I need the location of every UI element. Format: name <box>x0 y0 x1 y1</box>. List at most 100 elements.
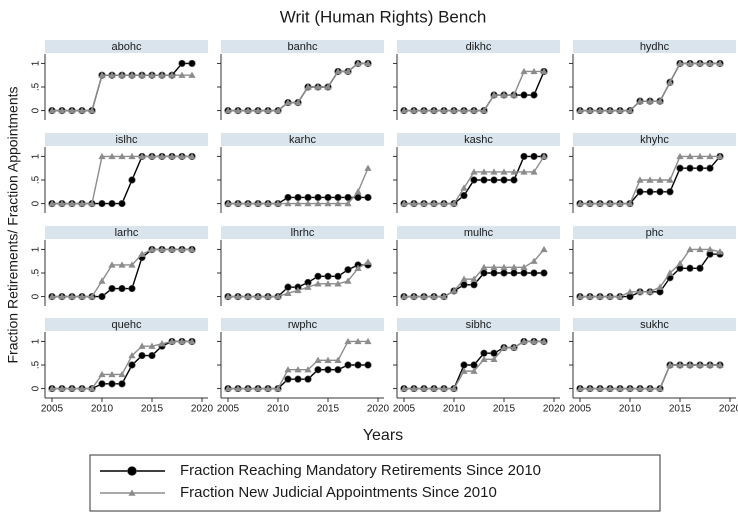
marker-triangle <box>148 152 156 160</box>
marker-circle <box>314 366 322 374</box>
marker-triangle <box>440 199 448 207</box>
panel-title: islhc <box>115 134 138 146</box>
marker-triangle <box>314 83 322 90</box>
marker-triangle <box>88 384 96 392</box>
marker-triangle <box>314 199 322 207</box>
marker-circle <box>138 351 146 360</box>
panel-title: sukhc <box>640 319 669 331</box>
chart-title: Writ (Human Rights) Bench <box>280 7 487 26</box>
marker-circle <box>520 269 528 277</box>
marker-triangle <box>284 289 292 296</box>
x-tick-label: 2010 <box>267 404 290 415</box>
marker-circle <box>314 193 322 202</box>
marker-triangle <box>666 361 674 368</box>
y-tick-label: 0 <box>31 385 42 391</box>
marker-triangle <box>108 370 116 378</box>
marker-triangle <box>716 361 724 368</box>
marker-triangle <box>48 292 56 300</box>
marker-circle <box>470 281 478 289</box>
marker-circle <box>98 199 106 208</box>
marker-triangle <box>520 337 528 345</box>
marker-triangle <box>168 152 176 160</box>
marker-triangle <box>540 337 548 345</box>
legend-label: Fraction Reaching Mandatory Retirements … <box>180 462 541 479</box>
marker-triangle <box>520 168 528 175</box>
marker-triangle <box>354 188 362 195</box>
marker-triangle <box>168 337 176 345</box>
marker-triangle <box>500 168 508 175</box>
marker-triangle <box>666 269 674 276</box>
panel: quehc 0 .5 1 2005 2010 2015 2020 <box>31 318 214 415</box>
marker-circle <box>127 466 137 476</box>
marker-triangle <box>188 245 196 253</box>
panel-strip <box>45 133 208 146</box>
x-tick-label: 2020 <box>719 404 738 415</box>
panel: khyhc <box>569 133 736 213</box>
y-tick-label: 1 <box>31 153 42 159</box>
panel-title: khyhc <box>640 134 669 146</box>
marker-triangle <box>480 355 488 363</box>
marker-triangle <box>324 280 332 287</box>
marker-triangle <box>410 384 418 392</box>
y-tick-label: .5 <box>31 175 42 184</box>
marker-triangle <box>244 292 252 300</box>
marker-triangle <box>586 106 594 114</box>
marker-triangle <box>68 384 76 392</box>
marker-triangle <box>490 168 498 175</box>
marker-triangle <box>480 168 488 175</box>
panel-strip <box>221 318 384 331</box>
marker-triangle <box>68 199 76 207</box>
marker-triangle <box>168 71 176 78</box>
marker-triangle <box>480 106 488 114</box>
marker-triangle <box>540 245 548 253</box>
marker-triangle <box>234 199 242 207</box>
x-tick-label: 2015 <box>493 404 516 415</box>
y-tick-label: 1 <box>31 60 42 66</box>
panel: mulhc <box>393 226 560 306</box>
marker-circle <box>304 193 312 202</box>
marker-triangle <box>304 83 312 90</box>
marker-circle <box>324 193 332 202</box>
x-tick-label: 2015 <box>141 404 164 415</box>
marker-triangle <box>586 384 594 392</box>
marker-circle <box>304 375 312 383</box>
marker-circle <box>470 361 478 369</box>
marker-triangle <box>178 337 186 345</box>
marker-triangle <box>656 283 664 290</box>
marker-circle <box>284 193 292 202</box>
marker-triangle <box>530 67 538 75</box>
marker-triangle <box>138 342 146 349</box>
marker-triangle <box>490 91 498 98</box>
marker-triangle <box>188 71 196 78</box>
panel-title: rwphc <box>288 319 318 331</box>
y-axis-label: Fraction Retirements/ Fraction Appointme… <box>5 86 21 363</box>
marker-triangle <box>596 292 604 300</box>
marker-triangle <box>334 67 342 75</box>
panel-title: kashc <box>464 134 493 146</box>
marker-triangle <box>178 152 186 160</box>
marker-triangle <box>58 199 66 207</box>
marker-triangle <box>148 342 156 349</box>
marker-circle <box>510 269 518 277</box>
panel-strip <box>221 133 384 146</box>
marker-triangle <box>576 292 584 300</box>
marker-triangle <box>576 106 584 114</box>
marker-triangle <box>410 199 418 207</box>
panel: dikhc <box>393 40 560 120</box>
marker-triangle <box>666 176 674 183</box>
x-tick-label: 2005 <box>393 404 416 415</box>
marker-triangle <box>364 337 372 345</box>
marker-triangle <box>324 83 332 90</box>
marker-circle <box>520 91 528 99</box>
marker-triangle <box>274 199 282 207</box>
series-line <box>52 155 192 205</box>
panel-title: hydhc <box>640 41 670 53</box>
panel: hydhc <box>569 40 736 120</box>
series-line <box>404 70 544 112</box>
marker-triangle <box>616 384 624 392</box>
marker-triangle <box>304 283 312 290</box>
marker-triangle <box>234 292 242 300</box>
marker-circle <box>118 380 126 388</box>
marker-triangle <box>636 97 644 104</box>
marker-triangle <box>530 168 538 175</box>
